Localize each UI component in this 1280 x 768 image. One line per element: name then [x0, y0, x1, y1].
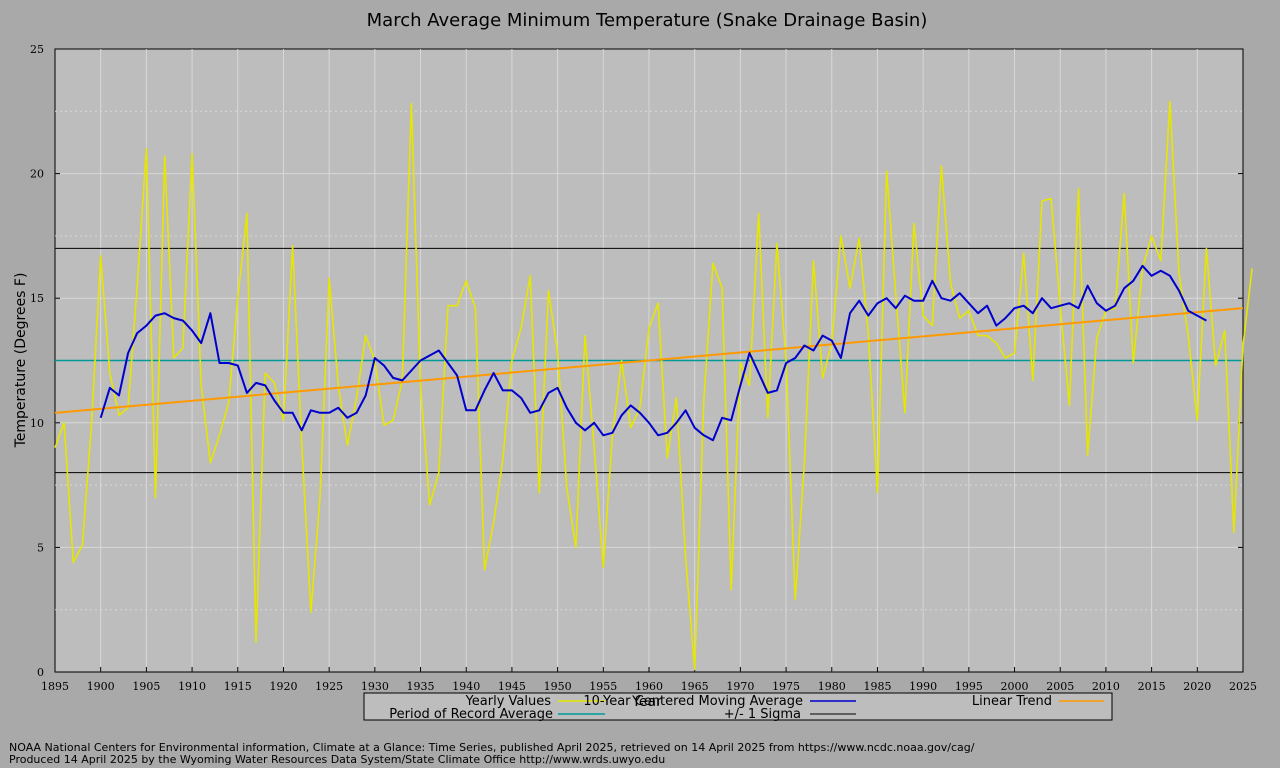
x-tick-label: 1930: [361, 680, 389, 693]
chart-title: March Average Minimum Temperature (Snake…: [367, 10, 928, 31]
legend: Yearly Values 10-Year Centered Moving Av…: [363, 692, 1113, 722]
x-tick-label: 1990: [909, 680, 937, 693]
x-tick-label: 1960: [635, 680, 663, 693]
legend-label-sigma: +/- 1 Sigma: [724, 707, 801, 722]
legend-label-period-average: Period of Record Average: [389, 707, 553, 722]
y-tick-label: 0: [37, 666, 44, 679]
x-tick-label: 1950: [544, 680, 572, 693]
y-axis-label: Temperature (Degrees F): [13, 273, 29, 449]
x-axis-ticks: 1895 1900 1905 1910 1915 1920 1925 1930 1935 1940…: [41, 667, 1257, 693]
yearly-values-line: [54, 100, 1253, 671]
y-tick-label: 5: [37, 541, 44, 554]
moving-average-line: [99, 264, 1207, 442]
x-tick-label: 1945: [498, 680, 526, 693]
y-axis-ticks: 0 5 10 15 20 25: [30, 43, 1243, 679]
x-tick-label: 2020: [1183, 680, 1211, 693]
x-tick-label: 2000: [1001, 680, 1029, 693]
x-tick-label: 1895: [41, 680, 69, 693]
x-tick-label: 1915: [224, 680, 252, 693]
legend-box: [363, 692, 1113, 721]
x-tick-label: 2005: [1046, 680, 1074, 693]
x-tick-label: 1940: [452, 680, 480, 693]
x-tick-label: 1955: [589, 680, 617, 693]
x-tick-label: 1980: [818, 680, 846, 693]
x-tick-label: 1905: [132, 680, 160, 693]
y-tick-label: 10: [30, 417, 44, 430]
x-tick-label: 2015: [1138, 680, 1166, 693]
linear-trend-line: [54, 307, 1244, 414]
x-tick-label: 1935: [407, 680, 435, 693]
x-tick-label: 1970: [726, 680, 754, 693]
x-axis-label: Year: [631, 694, 662, 710]
footer-produced: Produced 14 April 2025 by the Wyoming Wa…: [9, 753, 665, 766]
y-tick-label: 15: [30, 292, 44, 305]
x-tick-label: 2025: [1229, 680, 1257, 693]
x-tick-label: 2010: [1092, 680, 1120, 693]
y-tick-label: 20: [30, 168, 44, 181]
x-tick-label: 1975: [772, 680, 800, 693]
x-tick-label: 1900: [87, 680, 115, 693]
legend-label-yearly: Yearly Values: [465, 694, 552, 709]
y-tick-label: 25: [30, 43, 44, 56]
x-tick-label: 1910: [178, 680, 206, 693]
series-layer: [54, 100, 1253, 671]
x-tick-label: 1965: [681, 680, 709, 693]
x-tick-label: 1920: [269, 680, 297, 693]
legend-label-linear-trend: Linear Trend: [972, 694, 1052, 709]
x-tick-label: 1995: [955, 680, 983, 693]
x-tick-label: 1925: [315, 680, 343, 693]
x-tick-label: 1985: [863, 680, 891, 693]
legend-label-moving-average: 10-Year Centered Moving Average: [583, 694, 803, 709]
footer-source: NOAA National Centers for Environmental …: [9, 741, 975, 754]
